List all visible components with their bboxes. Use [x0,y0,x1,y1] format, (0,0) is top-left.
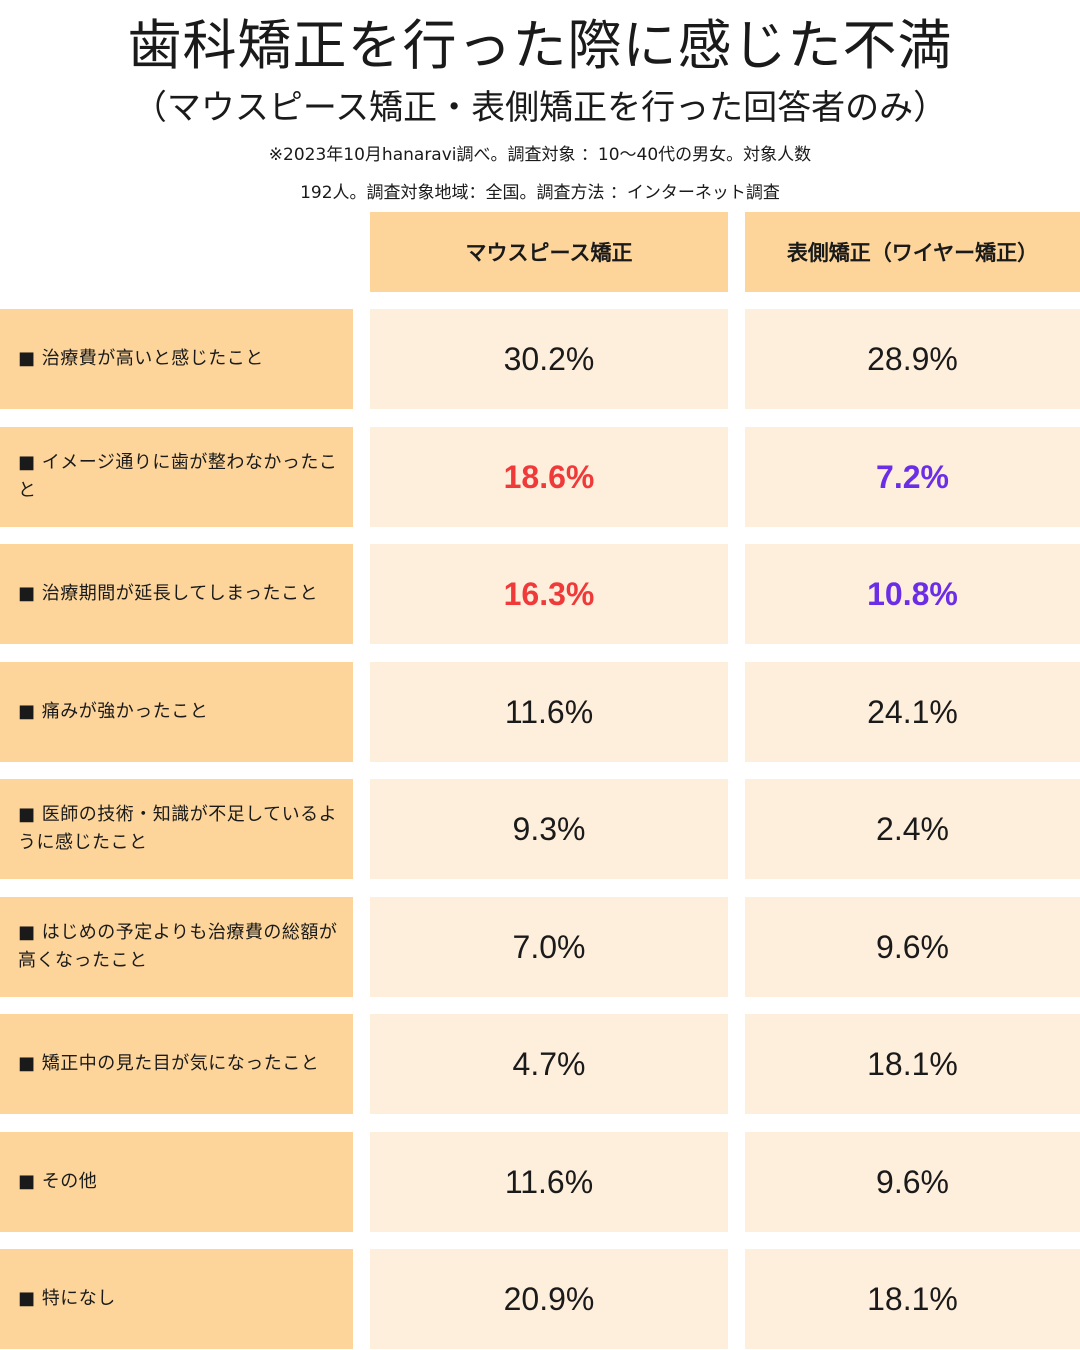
row-label-text: ■ 治療期間が延長してしまったこと [18,583,318,604]
table-row: ■ 治療費が高いと感じたこと 30.2% 28.9% [0,309,1080,409]
value-cell-labial: 2.4% [745,779,1080,879]
value-cell-mouthpiece: 11.6% [370,662,728,762]
row-label: ■ 特になし [0,1249,353,1349]
table-row: ■ はじめの予定よりも治療費の総額が高くなったこと 7.0% 9.6% [0,897,1080,997]
table-row: ■ 治療期間が延長してしまったこと 16.3% 10.8% [0,544,1080,644]
row-label: ■ 治療期間が延長してしまったこと [0,544,353,644]
row-label-text: ■ 矯正中の見た目が気になったこと [18,1053,320,1074]
row-label-text: ■ 痛みが強かったこと [18,701,209,722]
row-label: ■ 矯正中の見た目が気になったこと [0,1014,353,1114]
table-row: ■ 医師の技術・知識が不足しているように感じたこと 9.3% 2.4% [0,779,1080,879]
row-label: ■ 医師の技術・知識が不足しているように感じたこと [0,779,353,879]
column-header-labial: 表側矯正（ワイヤー矯正） [745,212,1080,292]
row-label: ■ はじめの予定よりも治療費の総額が高くなったこと [0,897,353,997]
value-cell-mouthpiece: 16.3% [370,544,728,644]
row-label: ■ 痛みが強かったこと [0,662,353,762]
table-row: ■ 特になし 20.9% 18.1% [0,1249,1080,1349]
value-cell-labial: 9.6% [745,897,1080,997]
survey-note-line2: 192人。調査対象地域：全国。調査方法 ：インターネット調査 [300,183,780,203]
table-row: ■ その他 11.6% 9.6% [0,1132,1080,1232]
value-cell-labial: 18.1% [745,1014,1080,1114]
column-header-mouthpiece: マウスピース矯正 [370,212,728,292]
value-cell-mouthpiece: 9.3% [370,779,728,879]
row-label: ■ イメージ通りに歯が整わなかったこと [0,427,353,527]
row-label-text: ■ はじめの予定よりも治療費の総額が高くなったこと [18,922,338,971]
row-label: ■ その他 [0,1132,353,1232]
value-cell-labial: 18.1% [745,1249,1080,1349]
row-label: ■ 治療費が高いと感じたこと [0,309,353,409]
value-cell-mouthpiece: 7.0% [370,897,728,997]
survey-note-line1: ※2023年10月hanaravi調べ。調査対象 ：10〜40代の男女。対象人数 [268,145,812,165]
value-cell-labial: 10.8% [745,544,1080,644]
value-cell-labial: 7.2% [745,427,1080,527]
row-label-text: ■ 特になし [18,1288,116,1309]
value-cell-mouthpiece: 30.2% [370,309,728,409]
chart-subtitle: （マウスピース矯正・表側矯正を行った回答者のみ） [132,88,948,128]
table-row: ■ 痛みが強かったこと 11.6% 24.1% [0,662,1080,762]
value-cell-labial: 9.6% [745,1132,1080,1232]
value-cell-mouthpiece: 4.7% [370,1014,728,1114]
row-label-text: ■ 治療費が高いと感じたこと [18,348,264,369]
value-cell-mouthpiece: 18.6% [370,427,728,527]
row-label-text: ■ その他 [18,1171,98,1192]
table-row: ■ 矯正中の見た目が気になったこと 4.7% 18.1% [0,1014,1080,1114]
value-cell-mouthpiece: 11.6% [370,1132,728,1232]
value-cell-labial: 24.1% [745,662,1080,762]
row-label-text: ■ イメージ通りに歯が整わなかったこと [18,452,338,501]
value-cell-labial: 28.9% [745,309,1080,409]
value-cell-mouthpiece: 20.9% [370,1249,728,1349]
chart-title: 歯科矯正を行った際に感じた不満 [127,14,953,77]
row-label-text: ■ 医師の技術・知識が不足しているように感じたこと [18,804,338,853]
table-row: ■ イメージ通りに歯が整わなかったこと 18.6% 7.2% [0,427,1080,527]
